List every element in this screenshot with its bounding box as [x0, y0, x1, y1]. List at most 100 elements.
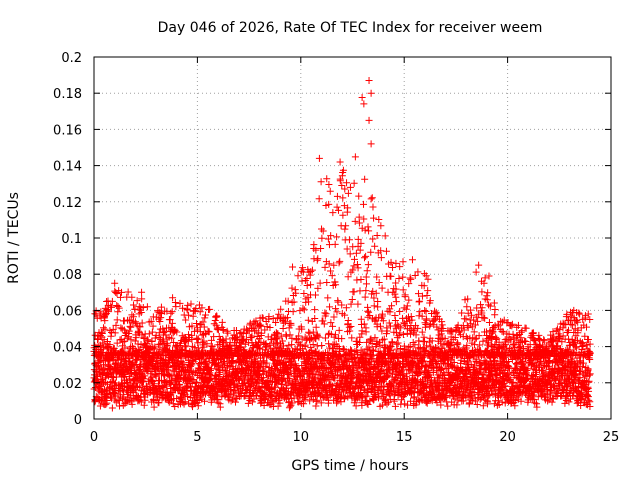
roti-point	[352, 249, 360, 257]
roti-point	[172, 303, 180, 311]
roti-point	[144, 336, 152, 344]
roti-point	[335, 326, 343, 334]
roti-point	[117, 324, 125, 332]
roti-point	[483, 292, 491, 300]
roti-point	[116, 402, 124, 410]
roti-point	[139, 303, 147, 311]
roti-point	[126, 322, 134, 330]
roti-point	[137, 398, 145, 406]
roti-point	[157, 303, 165, 311]
roti-point	[362, 252, 370, 260]
roti-point	[290, 298, 298, 306]
roti-point	[358, 93, 366, 101]
roti-point	[369, 203, 377, 211]
roti-point	[377, 222, 385, 230]
roti-point	[113, 289, 121, 297]
roti-point	[339, 194, 347, 202]
roti-point	[392, 298, 400, 306]
roti-point	[331, 240, 339, 248]
roti-point	[289, 308, 297, 316]
roti-point	[129, 313, 137, 321]
roti-point	[313, 256, 321, 264]
roti-point	[154, 308, 162, 316]
roti-point	[321, 334, 329, 342]
roti-point	[444, 402, 452, 410]
roti-point	[388, 302, 396, 310]
roti-point	[110, 388, 118, 396]
roti-point	[315, 195, 323, 203]
roti-point	[147, 317, 155, 325]
roti-point	[360, 215, 368, 223]
roti-point	[181, 343, 189, 351]
roti-point	[399, 258, 407, 266]
roti-point	[114, 303, 122, 311]
roti-point	[299, 264, 307, 272]
roti-point	[155, 341, 163, 349]
roti-point	[307, 281, 315, 289]
roti-point	[131, 386, 139, 394]
roti-point	[166, 316, 174, 324]
roti-point	[112, 321, 120, 329]
roti-point	[478, 304, 486, 312]
roti-point	[301, 276, 309, 284]
roti-point	[112, 398, 120, 406]
roti-point	[360, 254, 368, 262]
roti-point	[150, 380, 158, 388]
roti-point	[185, 399, 193, 407]
roti-point	[127, 323, 135, 331]
roti-point	[122, 329, 130, 337]
roti-point	[348, 334, 356, 342]
roti-point	[115, 304, 123, 312]
roti-point	[125, 396, 133, 404]
roti-point	[306, 397, 314, 405]
roti-point	[430, 317, 438, 325]
roti-point	[374, 298, 382, 306]
roti-point	[185, 311, 193, 319]
roti-point	[377, 254, 385, 262]
roti-point	[137, 308, 145, 316]
roti-point	[382, 247, 390, 255]
roti-point	[326, 187, 334, 195]
roti-point	[119, 338, 127, 346]
roti-point	[105, 308, 113, 316]
roti-point	[396, 263, 404, 271]
roti-point	[333, 192, 341, 200]
roti-point	[279, 324, 287, 332]
roti-point	[399, 331, 407, 339]
roti-point	[188, 359, 196, 367]
roti-point	[312, 402, 320, 410]
roti-point	[125, 327, 133, 335]
roti-point	[330, 313, 338, 321]
roti-point	[339, 211, 347, 219]
roti-point	[134, 340, 142, 348]
roti-point	[145, 330, 153, 338]
roti-point	[420, 333, 428, 341]
roti-point	[156, 317, 164, 325]
roti-point	[463, 303, 471, 311]
roti-point	[286, 331, 294, 339]
roti-point	[362, 280, 370, 288]
roti-point	[405, 296, 413, 304]
roti-point	[432, 308, 440, 316]
roti-point	[318, 342, 326, 350]
roti-point	[184, 301, 192, 309]
roti-point	[371, 242, 379, 250]
roti-point	[99, 339, 107, 347]
roti-point	[350, 179, 358, 187]
roti-point	[362, 287, 370, 295]
roti-point	[353, 261, 361, 269]
roti-point	[149, 322, 157, 330]
roti-point	[365, 308, 373, 316]
roti-point	[185, 331, 193, 339]
roti-point	[361, 175, 369, 183]
roti-point	[341, 225, 349, 233]
roti-point	[389, 264, 397, 272]
roti-point	[107, 303, 115, 311]
roti-point	[108, 404, 116, 412]
roti-point	[173, 328, 181, 336]
chart-title: Day 046 of 2026, Rate Of TEC Index for r…	[158, 20, 543, 36]
roti-point	[424, 287, 432, 295]
roti-point	[392, 293, 400, 301]
roti-point	[143, 303, 151, 311]
